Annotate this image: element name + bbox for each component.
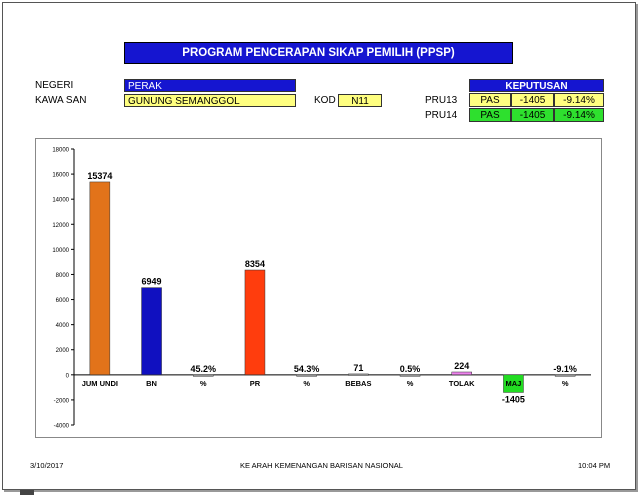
category-label: BN xyxy=(146,379,157,388)
y-tick-label: 6000 xyxy=(56,298,70,304)
bar-chart: 18000 16000 14000 12000 10000 8000 6000 4000 200… xyxy=(52,148,591,430)
bar xyxy=(244,269,266,376)
data-label: 45.2% xyxy=(190,364,216,374)
y-tick-label: 14000 xyxy=(52,198,69,204)
data-label: -9.1% xyxy=(553,364,577,374)
keputusan-title: KEPUTUSAN xyxy=(469,79,604,92)
category-label: % xyxy=(303,379,310,388)
bar xyxy=(89,181,111,376)
y-tick-label: 16000 xyxy=(52,173,69,179)
y-tick-label: 4000 xyxy=(56,323,70,329)
pru13-label: PRU13 xyxy=(425,95,458,106)
pru13-percent: -9.14% xyxy=(554,93,604,107)
data-label: 224 xyxy=(454,361,469,371)
footer-time: 10:04 PM xyxy=(578,461,611,470)
kod-value: N11 xyxy=(338,94,382,107)
kod-label: KOD xyxy=(314,95,336,106)
chart-area: 18000 16000 14000 12000 10000 8000 6000 4000 200… xyxy=(35,138,602,438)
bar xyxy=(348,373,369,376)
category-label: TOLAK xyxy=(449,379,475,388)
bar xyxy=(399,374,421,377)
sheet-tab-icon[interactable] xyxy=(20,490,34,495)
pru14-label: PRU14 xyxy=(425,110,458,121)
data-label: 8354 xyxy=(245,259,265,269)
pru13-party: PAS xyxy=(469,93,511,107)
bar xyxy=(554,374,576,377)
bar xyxy=(503,374,524,393)
category-label: % xyxy=(407,379,414,388)
footer-date: 3/10/2017 xyxy=(30,461,64,470)
data-label: 54.3% xyxy=(294,364,320,374)
category-label: % xyxy=(200,379,207,388)
bar xyxy=(141,287,162,376)
bar xyxy=(296,374,317,377)
kawasan-value: GUNUNG SEMANGGOL xyxy=(124,94,296,107)
negeri-label: NEGERI xyxy=(35,80,74,91)
y-tick-label: -2000 xyxy=(54,398,70,404)
pru14-party: PAS xyxy=(469,108,511,122)
data-label: 71 xyxy=(353,363,363,373)
y-tick-label: -4000 xyxy=(54,424,70,430)
data-label: 6949 xyxy=(142,277,162,287)
page-title: PROGRAM PENCERAPAN SIKAP PEMILIH (PPSP) xyxy=(124,42,513,64)
kawasan-label: KAWA SAN xyxy=(35,95,87,106)
bar xyxy=(193,374,214,377)
pru13-majority: -1405 xyxy=(511,93,554,107)
data-label: -1405 xyxy=(502,394,525,404)
footer-center: KE ARAH KEMENANGAN BARISAN NASIONAL xyxy=(240,461,403,470)
category-label: JUM UNDI xyxy=(82,379,118,388)
pru14-majority: -1405 xyxy=(511,108,554,122)
y-tick-label: 2000 xyxy=(56,348,70,354)
pru14-percent: -9.14% xyxy=(554,108,604,122)
y-tick-label: 12000 xyxy=(52,223,69,229)
data-label: 15374 xyxy=(87,171,112,181)
category-label: PR xyxy=(250,379,261,388)
y-tick-label: 18000 xyxy=(52,148,69,154)
category-label: % xyxy=(562,379,569,388)
y-tick-label: 10000 xyxy=(52,248,69,254)
bar xyxy=(451,371,472,376)
category-label: MAJ xyxy=(506,379,522,388)
data-label: 0.5% xyxy=(400,364,421,374)
y-tick-label: 0 xyxy=(66,373,70,379)
y-tick-label: 8000 xyxy=(56,273,70,279)
category-label: BEBAS xyxy=(345,379,371,388)
negeri-value: PERAK xyxy=(124,79,296,92)
